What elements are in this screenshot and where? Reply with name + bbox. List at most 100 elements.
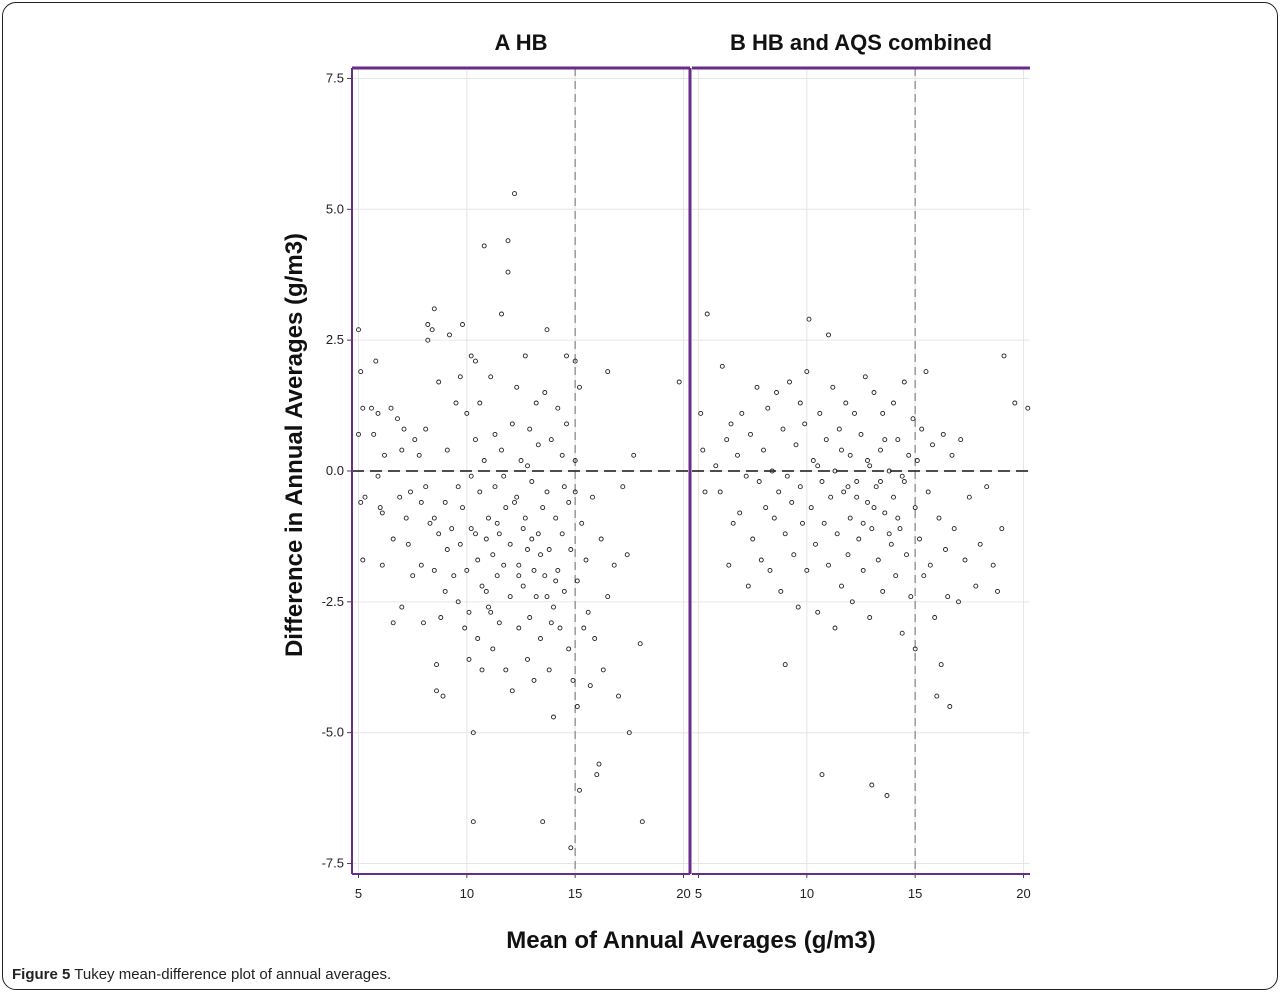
data-point bbox=[639, 819, 645, 825]
data-point bbox=[899, 630, 905, 636]
data-point bbox=[516, 562, 522, 568]
data-point bbox=[490, 552, 496, 558]
data-point bbox=[966, 494, 972, 500]
data-point bbox=[468, 473, 474, 479]
data-point bbox=[611, 562, 617, 568]
data-point bbox=[542, 573, 548, 579]
data-point bbox=[468, 353, 474, 359]
data-point bbox=[999, 526, 1005, 532]
data-point bbox=[901, 479, 907, 484]
data-point bbox=[860, 520, 866, 526]
data-point bbox=[990, 562, 996, 568]
data-point bbox=[390, 620, 396, 626]
data-point bbox=[555, 567, 561, 573]
data-point bbox=[590, 494, 595, 500]
data-point bbox=[434, 688, 439, 694]
data-point bbox=[579, 520, 585, 526]
data-point bbox=[912, 646, 918, 652]
data-point bbox=[791, 552, 797, 558]
data-point bbox=[533, 400, 539, 406]
data-point bbox=[518, 458, 524, 463]
data-point bbox=[470, 819, 476, 825]
data-point bbox=[512, 499, 517, 505]
data-point bbox=[899, 473, 905, 479]
data-point bbox=[789, 499, 795, 505]
data-point bbox=[932, 615, 938, 620]
data-point bbox=[538, 552, 543, 558]
data-point bbox=[486, 604, 491, 610]
panel-title: B HB and AQS combined bbox=[730, 30, 992, 55]
data-point bbox=[839, 583, 844, 589]
data-point bbox=[839, 447, 844, 453]
data-point bbox=[535, 442, 541, 448]
data-point bbox=[431, 515, 437, 521]
data-point bbox=[984, 484, 990, 490]
data-point bbox=[836, 426, 842, 432]
data-point bbox=[878, 479, 883, 484]
data-point bbox=[499, 311, 504, 317]
data-point bbox=[388, 405, 394, 411]
data-point bbox=[535, 531, 541, 537]
data-point bbox=[891, 494, 896, 500]
data-point bbox=[702, 489, 708, 495]
data-point bbox=[551, 604, 556, 610]
data-point bbox=[813, 541, 818, 547]
data-point bbox=[865, 458, 870, 463]
data-point bbox=[804, 567, 810, 573]
data-point bbox=[564, 353, 569, 359]
data-point bbox=[520, 583, 526, 589]
data-point bbox=[938, 662, 944, 668]
data-point bbox=[483, 588, 489, 594]
data-point bbox=[904, 552, 909, 558]
data-point bbox=[570, 677, 576, 683]
data-point bbox=[544, 489, 550, 495]
data-point bbox=[496, 531, 502, 537]
data-point bbox=[943, 547, 948, 552]
data-point bbox=[587, 683, 593, 689]
data-point bbox=[858, 431, 864, 437]
data-point bbox=[412, 437, 418, 443]
data-point bbox=[457, 541, 463, 547]
data-point bbox=[581, 625, 587, 631]
data-point bbox=[819, 772, 825, 778]
data-point bbox=[585, 609, 591, 615]
data-point bbox=[429, 327, 435, 333]
data-point bbox=[847, 515, 853, 521]
data-point bbox=[379, 562, 385, 568]
data-point bbox=[802, 421, 808, 427]
data-point bbox=[951, 526, 957, 532]
data-point bbox=[499, 447, 504, 453]
data-point bbox=[442, 588, 448, 594]
data-point bbox=[750, 536, 756, 542]
data-point bbox=[379, 510, 385, 516]
x-tick-label: 20 bbox=[1016, 886, 1030, 901]
data-point bbox=[828, 494, 834, 500]
data-point bbox=[473, 358, 478, 364]
data-point bbox=[507, 541, 513, 547]
data-point bbox=[962, 557, 968, 563]
data-point bbox=[793, 442, 799, 448]
data-point bbox=[917, 536, 922, 542]
data-point bbox=[568, 845, 574, 851]
caption-label: Figure 5 bbox=[12, 966, 71, 983]
data-point bbox=[596, 761, 602, 767]
data-point bbox=[390, 536, 396, 542]
data-point bbox=[405, 541, 411, 547]
data-point bbox=[516, 625, 522, 631]
data-point bbox=[416, 452, 422, 458]
data-point bbox=[1001, 353, 1007, 359]
data-point bbox=[758, 557, 764, 563]
data-point bbox=[572, 458, 578, 463]
y-tick-label: -2.5 bbox=[322, 594, 344, 609]
data-point bbox=[574, 578, 580, 584]
data-point bbox=[561, 484, 567, 490]
data-point bbox=[728, 421, 734, 427]
data-point bbox=[473, 531, 478, 537]
data-point bbox=[936, 515, 942, 521]
data-point bbox=[421, 620, 426, 626]
data-point bbox=[444, 547, 450, 552]
data-point bbox=[592, 636, 598, 641]
x-tick-label: 10 bbox=[460, 886, 474, 901]
data-point bbox=[927, 562, 933, 568]
data-point bbox=[447, 332, 452, 338]
